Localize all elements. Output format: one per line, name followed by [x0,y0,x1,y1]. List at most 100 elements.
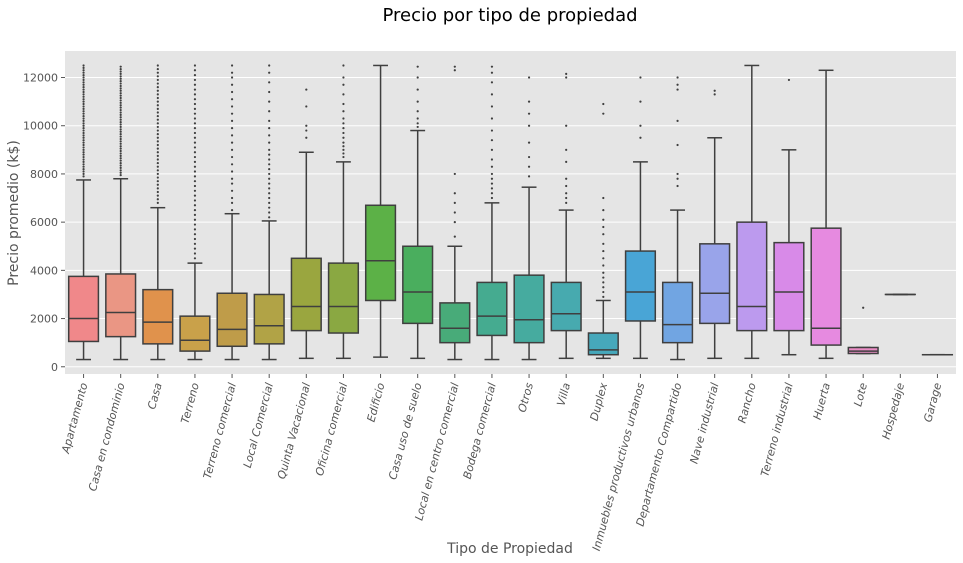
outlier-point [156,111,159,114]
x-tick-label: Hospedaje [880,381,908,441]
outlier-point [193,213,197,217]
outlier-point [230,141,234,144]
x-tick-label: Terreno industrial [758,381,796,478]
outlier-point [156,93,159,96]
outlier-point [119,84,122,88]
outlier-point [342,93,345,96]
outlier-point [565,196,568,200]
outlier-point [119,125,122,129]
outlier-point [156,194,159,197]
outlier-point [639,76,642,79]
outlier-point [193,64,197,67]
outlier-point [268,81,271,84]
outlier-point [119,169,122,172]
outlier-point [453,192,456,195]
box-casa-en-condominio [105,65,137,361]
x-tick-label: Lote [851,381,870,408]
outlier-point [676,88,679,91]
outlier-point [268,177,271,180]
box-iqr [699,243,731,325]
x-tick-label: Casa uso de suelo [386,381,424,481]
outlier-point [527,155,531,159]
x-tick-label: Huerta [811,381,833,421]
outlier-point [639,136,642,139]
x-tick-label: Terreno [178,381,201,425]
outlier-point [268,201,271,204]
outlier-point [82,155,85,159]
outlier-point [230,98,234,101]
outlier-point [82,114,85,118]
outlier-point [156,140,159,143]
outlier-point [156,158,159,161]
outlier-point [193,252,197,255]
box-iqr [773,241,805,332]
outlier-point [527,76,531,79]
outlier-point [565,124,568,127]
outlier-point [82,88,85,91]
box-iqr [67,275,100,343]
outlier-point [82,148,85,151]
outlier-point [193,136,197,139]
boxes [67,64,954,361]
outlier-point [230,182,234,185]
outlier-point [119,94,122,97]
outlier-point [342,83,345,86]
outlier-point [119,67,122,71]
box-otros [513,76,545,361]
outlier-point [82,129,85,132]
outlier-point [453,201,456,204]
outlier-point [602,281,605,284]
outlier-point [565,201,568,204]
y-axis-ticks: 0 2000 4000 6000 8000 10000 12000 [23,72,65,374]
outlier-point [119,142,122,145]
outlier-point [119,154,122,157]
outlier-point [268,119,271,123]
outlier-point [268,172,271,176]
outlier-point [119,104,122,107]
outlier-point [119,116,122,119]
outlier-point [305,88,308,91]
outlier-point [119,157,122,160]
outlier-point [230,76,234,79]
box-lote [847,306,879,355]
outlier-point [230,119,234,123]
outlier-point [490,93,494,96]
outlier-point [193,218,197,221]
outlier-point [193,242,197,245]
outlier-point [82,102,85,106]
outlier-point [268,127,271,130]
x-tick-label: Bodega comercial [461,381,499,480]
outlier-point [193,141,197,144]
x-tick-label: Local Comercial [241,381,276,469]
outlier-point [193,74,197,77]
outlier-point [602,242,605,245]
outlier-point [453,221,456,224]
outlier-point [565,160,568,163]
y-tick-label: 4000 [30,264,58,277]
outlier-point [82,107,85,110]
outlier-point [565,148,568,151]
outlier-point [193,151,197,154]
x-tick-label: Nave industrial [688,381,722,465]
outlier-point [268,153,271,156]
x-tick-label: Otros [516,381,536,414]
outlier-point [416,110,419,113]
outlier-point [156,183,159,186]
box-edificio [364,64,397,358]
box-quinta-vacacional [290,88,322,360]
outlier-point [565,184,568,188]
outlier-point [156,180,159,183]
outlier-point [490,182,494,185]
outlier-point [602,290,605,294]
outlier-point [342,117,345,120]
outlier-point [193,180,197,183]
outlier-point [156,133,159,136]
outlier-point [119,101,122,104]
outlier-point [156,64,159,67]
outlier-point [268,182,271,185]
outlier-point [82,168,85,171]
outlier-point [416,88,419,91]
outlier-point [82,175,85,178]
outlier-point [82,83,85,86]
box-iqr [290,257,322,332]
